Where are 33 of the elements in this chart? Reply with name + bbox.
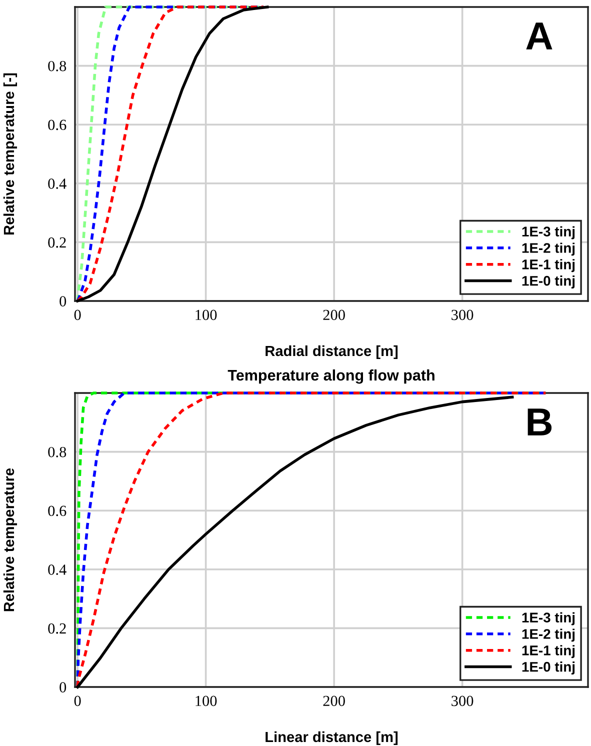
x-axis-title: Linear distance [m] — [266, 731, 398, 746]
y-tick-label: 0.8 — [48, 446, 66, 458]
x-tick-label: 100 — [196, 696, 217, 706]
y-tick-label: 0.4 — [48, 178, 66, 189]
x-tick-label: 0 — [74, 696, 81, 706]
y-tick-label: 0 — [60, 682, 66, 692]
legend-label: 1E-0 tinj — [522, 662, 575, 674]
y-axis-title: Relative temperature — [3, 468, 18, 612]
y-tick-label: 0.4 — [48, 564, 66, 575]
x-tick-label: 300 — [452, 696, 474, 706]
y-tick-label: 0.6 — [48, 120, 66, 130]
legend-label: 1E-2 tinj — [522, 628, 575, 642]
annotation: B — [528, 408, 552, 436]
legend-label: 1E-3 tinj — [522, 226, 575, 240]
x-tick-label: 200 — [323, 310, 345, 320]
y-tick-label: 0.2 — [48, 237, 66, 248]
legend-label: 1E-1 tinj — [522, 259, 575, 272]
legend-label: 1E-1 tinj — [522, 645, 575, 658]
legend-label: 1E-3 tinj — [522, 612, 575, 626]
legend-label: 1E-0 tinj — [522, 276, 575, 288]
x-tick-label: 300 — [452, 310, 474, 320]
y-tick-label: 0.2 — [48, 623, 66, 634]
x-tick-label: 200 — [323, 696, 345, 706]
y-tick-label: 0 — [60, 296, 66, 306]
x-axis-title: Radial distance [m] — [266, 345, 398, 360]
chart-title: Temperature along flow path — [228, 369, 434, 384]
y-tick-label: 0.8 — [48, 60, 66, 72]
x-tick-label: 100 — [196, 310, 217, 320]
y-axis-title: Relative temperature [-] — [3, 73, 18, 234]
y-tick-label: 0.6 — [48, 506, 66, 516]
annotation: A — [526, 22, 552, 50]
legend-label: 1E-2 tinj — [522, 242, 575, 256]
x-tick-label: 0 — [74, 310, 81, 320]
